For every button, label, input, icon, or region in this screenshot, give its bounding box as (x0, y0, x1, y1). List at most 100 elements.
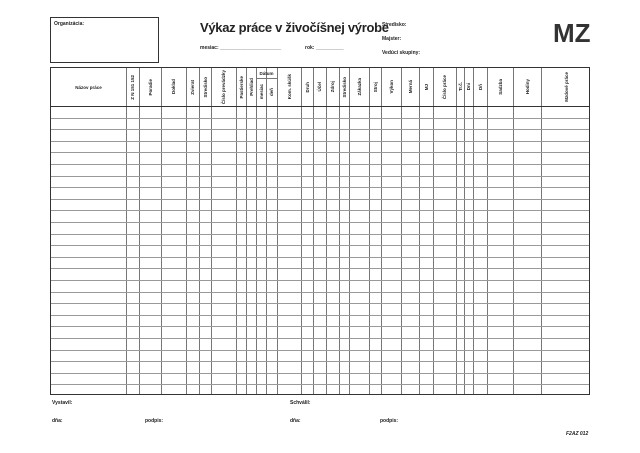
organization-box: Organizácia: (50, 17, 159, 63)
column-header: Tr.č. (456, 68, 464, 106)
column-header-label: Druh (304, 81, 310, 93)
column-header-label: Zvierat (190, 79, 195, 95)
column-header: Zvierat (186, 68, 199, 106)
approved-label: Schválil: (290, 400, 311, 406)
column-divider (487, 68, 488, 394)
column-divider (246, 68, 247, 394)
month-label: mesiac: ______________________ (200, 45, 282, 51)
column-header-label: Názov práce (75, 84, 102, 90)
column-header: Sadzba (487, 68, 513, 106)
column-header: Názov práce (51, 68, 126, 106)
table-row-line (51, 106, 589, 107)
column-header-label: Z N 151 152 (130, 74, 135, 100)
organization-label: Organizácia: (54, 21, 85, 27)
column-header-label: Stroj (372, 81, 378, 93)
table-row-line (51, 117, 589, 119)
column-header-label: MJ (423, 83, 429, 91)
column-header-label: Zákazka (356, 78, 362, 96)
table-row-line (51, 175, 589, 177)
column-divider (326, 68, 327, 394)
column-divider (236, 68, 237, 394)
column-header: Číslo prevádzky (211, 68, 236, 106)
table-row-line (51, 372, 589, 374)
column-header: Výkon (381, 68, 401, 106)
table-row-line (51, 384, 589, 386)
column-header: mesiac (256, 78, 266, 106)
column-divider (277, 68, 278, 394)
column-header-label: Číslo práce (442, 74, 447, 100)
column-divider (473, 68, 474, 394)
column-header-label: mesiac (258, 84, 264, 100)
table-row-line (51, 349, 589, 351)
center-label: Stredisko: (382, 22, 407, 28)
form-badge: MZ (553, 18, 591, 48)
table-row-line (51, 280, 589, 281)
column-divider (301, 68, 302, 394)
group-leader-label: Vedúci skupiny: (382, 50, 421, 56)
master-label: Majster: (382, 36, 402, 42)
table-row-line (51, 361, 589, 363)
issued-date-label: dňa: (52, 418, 63, 424)
work-table: Názov práce Z N 151 152 Poradie Doklad Zvier… (50, 67, 590, 395)
table-row-line (51, 187, 589, 189)
table-row-line (51, 140, 589, 142)
column-header-label: Kom. skúšk (286, 74, 292, 100)
column-header: Prehliad (246, 68, 256, 106)
column-header: Mzdové práce (541, 68, 591, 106)
table-row-line (51, 338, 589, 339)
column-divider (369, 68, 370, 394)
issued-signature-label: podpis: (145, 418, 164, 424)
column-header: Poradie (139, 68, 161, 106)
year-label: rok: __________ (305, 45, 344, 51)
column-header: Pastierske (236, 68, 246, 106)
column-header: Hodiny (513, 68, 541, 106)
column-divider (456, 68, 457, 394)
column-header: Stredisko (339, 68, 349, 106)
issued-label: Vystavil: (52, 400, 73, 406)
column-divider (381, 68, 382, 394)
table-row-line (51, 303, 589, 305)
column-header-label: Mzdové práce (563, 72, 569, 102)
column-divider (186, 68, 187, 394)
column-header-label: Číslo prevádzky (221, 69, 226, 105)
column-header-label: Dni (466, 83, 471, 91)
column-header: Dni (464, 68, 473, 106)
column-divider (433, 68, 434, 394)
column-header-label: Stredisko (341, 76, 347, 98)
column-header-label: Dň (477, 84, 483, 90)
column-divider (313, 68, 314, 394)
column-header: Doklad (161, 68, 186, 106)
table-row-line (51, 198, 589, 200)
column-header-label: Výkon (388, 80, 394, 94)
column-header-label: Zdroj (330, 81, 335, 93)
column-divider (139, 68, 140, 394)
column-divider (513, 68, 514, 394)
page-title: Výkaz práce v živočíšnej výrobe (200, 20, 389, 35)
column-divider (339, 68, 340, 394)
column-header: Kom. skúšk (277, 68, 301, 106)
column-header: Dň (473, 68, 487, 106)
approved-signature-label: podpis: (380, 418, 399, 424)
column-header-label: deň (269, 87, 274, 96)
column-divider (464, 68, 465, 394)
column-header-label: Sadzba (497, 79, 503, 95)
column-divider (419, 68, 420, 394)
column-header: Z N 151 152 (126, 68, 139, 106)
column-header: MJ (419, 68, 433, 106)
column-divider (199, 68, 200, 394)
table-row-line (51, 256, 589, 258)
table-row-line (51, 233, 589, 235)
column-header: Číslo práce (433, 68, 456, 106)
column-header: Stroj (369, 68, 381, 106)
column-header-label: Hodiny (524, 79, 530, 95)
table-row-line (51, 210, 589, 212)
column-header: Merná (401, 68, 419, 106)
approved-date-label: dňa: (290, 418, 301, 424)
column-header-label: Merná (407, 80, 413, 94)
table-row-line (51, 164, 589, 165)
column-header-label: Tr.č. (457, 82, 463, 92)
table-row-line (51, 152, 589, 154)
column-header: Zdroj (326, 68, 339, 106)
column-header: Zákazka (349, 68, 369, 106)
column-divider (256, 68, 257, 394)
